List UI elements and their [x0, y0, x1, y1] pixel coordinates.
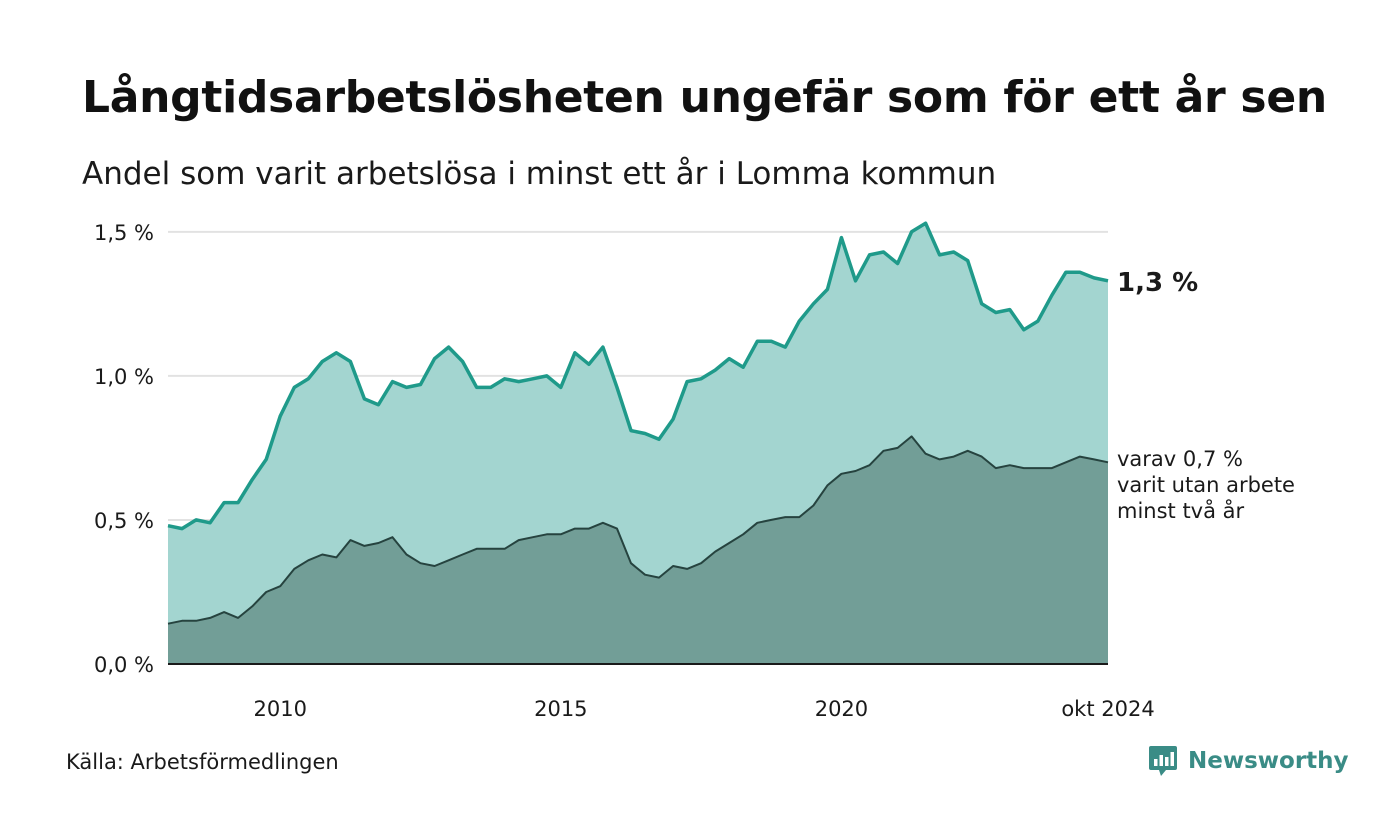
brand-name: Newsworthy [1188, 748, 1349, 774]
series-areas [168, 223, 1108, 664]
y-tick-label: 0,5 % [94, 509, 154, 533]
newsworthy-chart-bubble-icon [1149, 746, 1177, 776]
series-end-label-2-line: varav 0,7 % [1117, 447, 1243, 471]
x-tick-label: 2010 [254, 697, 307, 721]
axes: 0,0 % 0,5 % 1,0 % 1,5 % 2010 2015 2020 okt 2024 [94, 221, 1155, 721]
y-tick-label: 0,0 % [94, 653, 154, 677]
source-note: Källa: Arbetsförmedlingen [66, 750, 339, 774]
x-tick-label: 2015 [534, 697, 587, 721]
series-line-2 [167, 435, 1109, 625]
series-end-label-1: 1,3 % [1117, 268, 1198, 298]
brand-logo: Newsworthy [1148, 744, 1349, 778]
y-tick-label: 1,0 % [94, 365, 154, 389]
series-area-2 [168, 436, 1108, 664]
chart-subtitle: Andel som varit arbetslösa i minst ett å… [82, 156, 997, 192]
series-lines [167, 221, 1109, 625]
y-tick-label: 1,5 % [94, 221, 154, 245]
series-line-1 [167, 221, 1109, 531]
chart-title: Långtidsarbetslösheten ungefär som för e… [82, 72, 1327, 123]
series-end-label-2-line: minst två år [1117, 498, 1245, 523]
x-tick-label: okt 2024 [1061, 697, 1154, 721]
x-tick-label: 2020 [815, 697, 868, 721]
series-end-label-2-line: varit utan arbete [1117, 473, 1295, 497]
